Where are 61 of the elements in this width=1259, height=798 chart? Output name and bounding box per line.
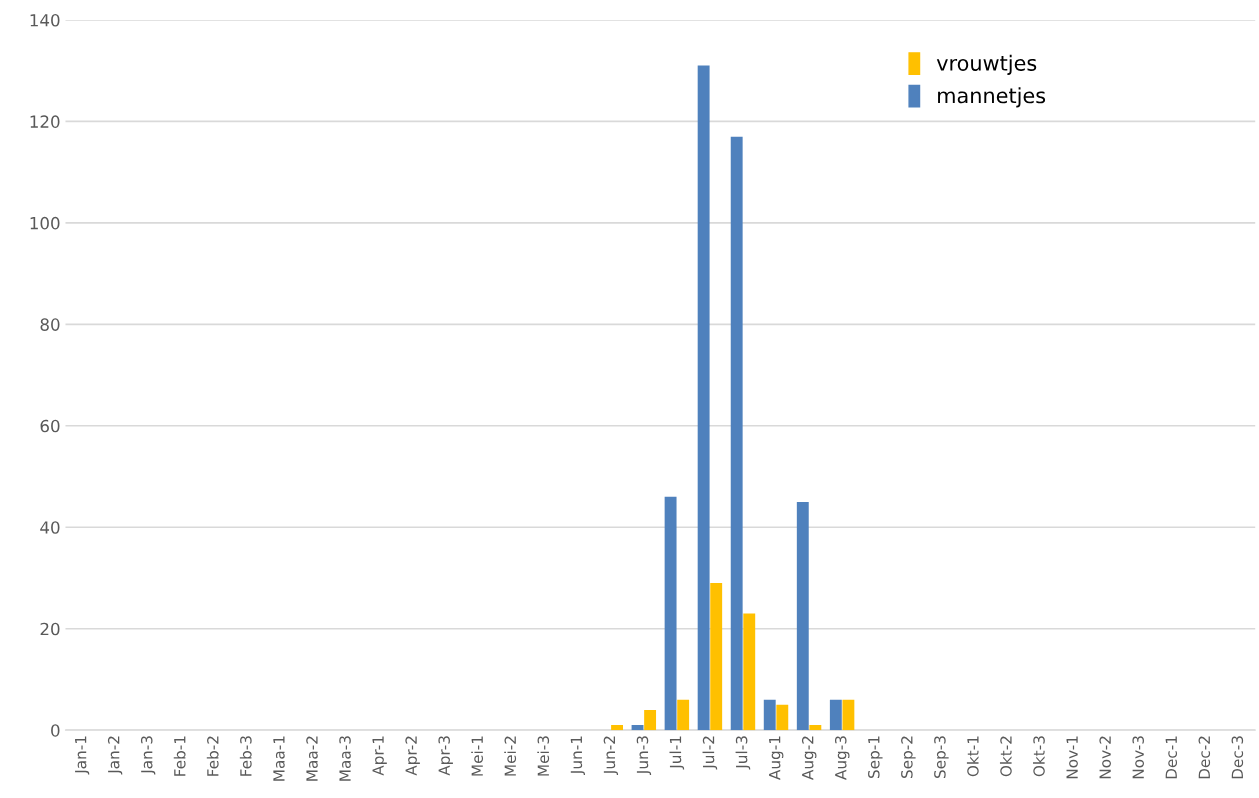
x-tick-label: Maa-2 <box>306 736 318 781</box>
x-tick-label: Apr-1 <box>372 736 387 776</box>
x-tick-label: Feb-2 <box>206 736 219 776</box>
bar <box>644 709 657 731</box>
x-tick-label: Nov-3 <box>1132 736 1144 779</box>
x-tick-label: Sep-1 <box>868 736 883 779</box>
x-tick-label: Aug-2 <box>801 736 817 780</box>
bar <box>664 496 677 731</box>
y-tick-label: 80 <box>40 318 60 331</box>
legend-label: mannetjes <box>938 87 1046 108</box>
x-tick-label: Aug-1 <box>769 736 784 780</box>
x-tick-label: Okt-3 <box>1033 736 1045 777</box>
x-tick-label: Jun-1 <box>570 736 585 775</box>
x-tick-label: Okt-2 <box>999 736 1012 777</box>
bar <box>796 501 809 731</box>
x-tick-label: Feb-1 <box>173 736 186 776</box>
y-tick-label: 100 <box>30 216 60 230</box>
x-tick-label: Okt-1 <box>966 736 979 777</box>
legend-label: vrouwtjes <box>936 54 1037 75</box>
x-tick-label: Dec-1 <box>1165 736 1178 779</box>
bar <box>763 699 776 731</box>
bar <box>677 699 690 731</box>
y-tick-label: 140 <box>30 13 60 27</box>
x-tick-label: Mei-3 <box>537 736 550 776</box>
bar <box>829 699 842 731</box>
x-tick-label: Jan-2 <box>107 736 123 775</box>
x-tick-label: Maa-1 <box>273 736 285 781</box>
x-tick-label: Dec-2 <box>1198 736 1211 779</box>
x-tick-label: Jan-1 <box>75 736 90 775</box>
x-tick-label: Jan-3 <box>140 736 156 775</box>
x-tick-label: Dec-3 <box>1231 736 1244 779</box>
bar <box>631 725 644 731</box>
x-tick-label: Jul-2 <box>702 736 718 770</box>
x-tick-label: Jul-3 <box>735 736 751 770</box>
x-tick-label: Sep-2 <box>901 736 916 779</box>
x-tick-label: Maa-3 <box>339 736 351 781</box>
bar <box>743 613 756 731</box>
x-tick-label: Sep-3 <box>934 736 949 779</box>
x-tick-label: Aug-3 <box>834 736 850 780</box>
x-tick-label: Feb-3 <box>239 736 252 776</box>
bar <box>611 725 623 731</box>
y-tick-label: 0 <box>51 724 60 737</box>
x-tick-label: Apr-3 <box>438 736 453 776</box>
y-tick-label: 60 <box>40 419 60 433</box>
x-tick-label: Jul-1 <box>669 736 685 770</box>
y-tick-label: 40 <box>40 521 60 534</box>
x-tick-label: Nov-1 <box>1066 736 1078 779</box>
x-tick-label: Jun-2 <box>603 736 619 775</box>
x-tick-label: Apr-2 <box>405 736 420 776</box>
x-tick-label: Mei-1 <box>471 736 484 776</box>
y-tick-label: 120 <box>30 115 60 128</box>
bar <box>776 704 789 731</box>
bar <box>697 65 710 731</box>
bar <box>809 725 822 731</box>
x-tick-label: Nov-2 <box>1099 736 1111 779</box>
x-tick-label: Jun-3 <box>636 736 652 775</box>
y-tick-label: 20 <box>40 622 60 636</box>
x-tick-label: Mei-2 <box>504 736 517 776</box>
bar <box>710 583 723 731</box>
bar <box>842 699 855 731</box>
bar <box>730 136 743 731</box>
